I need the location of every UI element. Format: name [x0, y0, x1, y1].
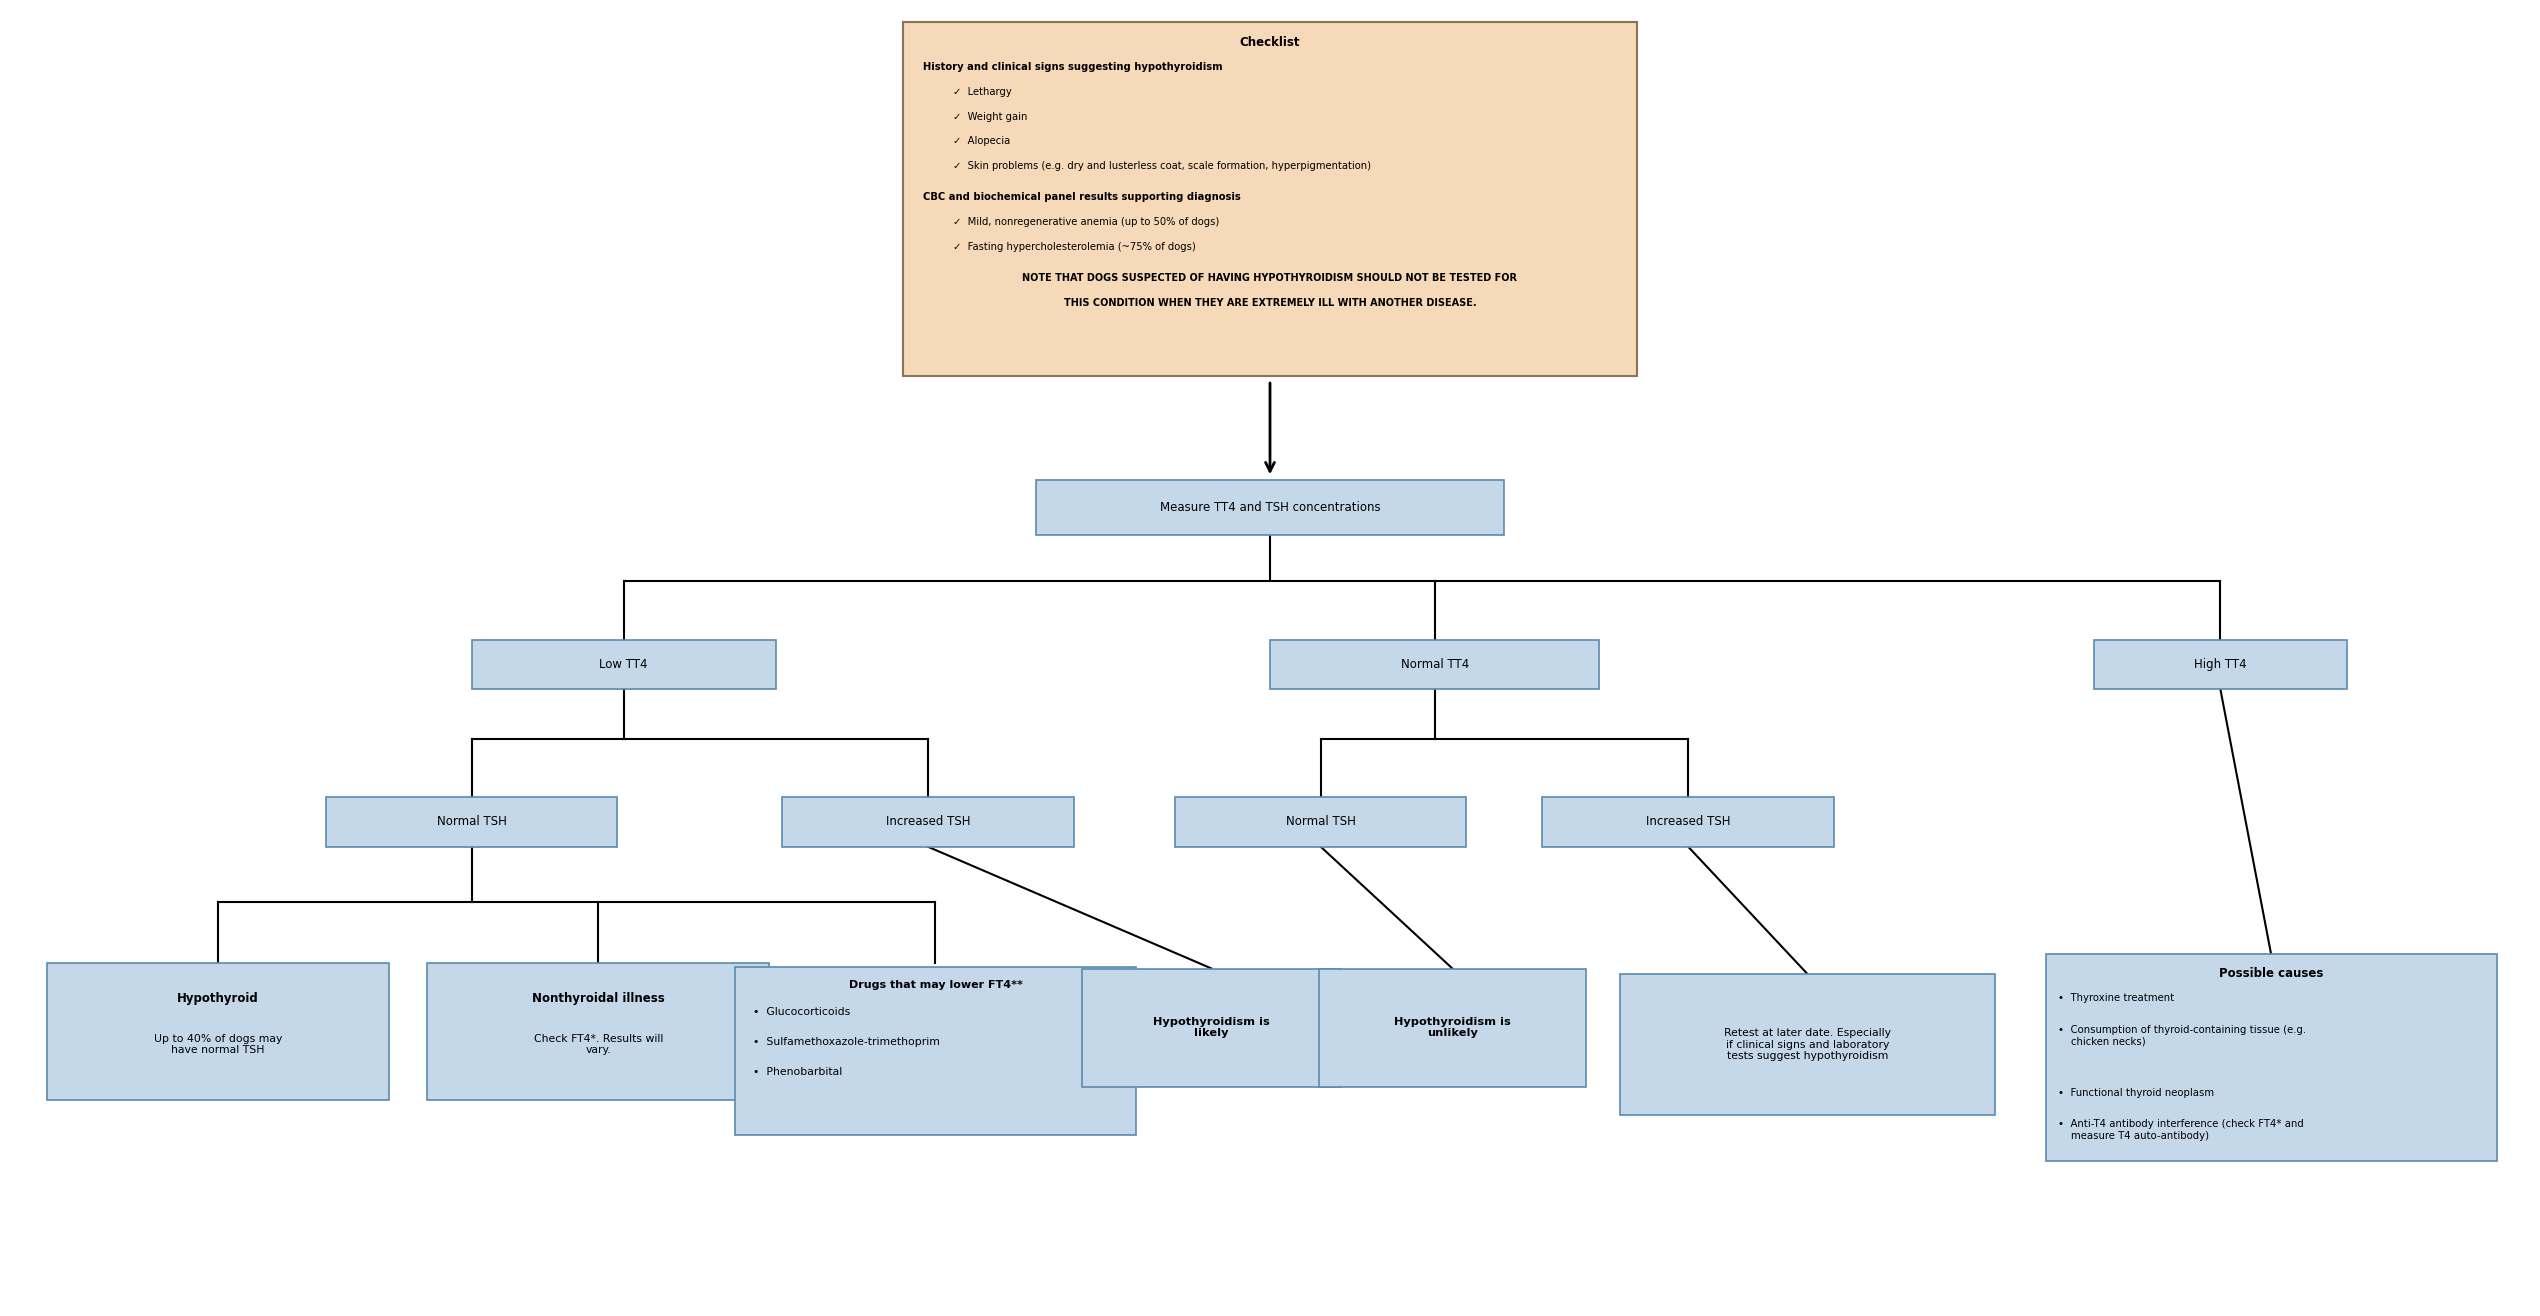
Text: Nonthyroidal illness: Nonthyroidal illness: [531, 992, 665, 1005]
Text: ✓  Fasting hypercholesterolemia (~75% of dogs): ✓ Fasting hypercholesterolemia (~75% of …: [952, 242, 1196, 253]
Text: •  Sulfamethoxazole-trimethoprim: • Sulfamethoxazole-trimethoprim: [752, 1037, 940, 1046]
Text: Normal TSH: Normal TSH: [1285, 816, 1356, 828]
Text: ✓  Lethargy: ✓ Lethargy: [952, 87, 1011, 96]
Text: Checklist: Checklist: [1240, 36, 1300, 49]
FancyBboxPatch shape: [1270, 640, 1600, 690]
FancyBboxPatch shape: [2045, 954, 2497, 1161]
Text: Hypothyroidism is
likely: Hypothyroidism is likely: [1153, 1017, 1270, 1038]
Text: •  Glucocorticoids: • Glucocorticoids: [752, 1007, 851, 1016]
Text: Drugs that may lower FT4**: Drugs that may lower FT4**: [848, 980, 1024, 991]
Text: Retest at later date. Especially
if clinical signs and laboratory
tests suggest : Retest at later date. Especially if clin…: [1725, 1028, 1890, 1061]
FancyBboxPatch shape: [1036, 480, 1504, 534]
Text: CBC and biochemical panel results supporting diagnosis: CBC and biochemical panel results suppor…: [922, 192, 1240, 203]
FancyBboxPatch shape: [734, 967, 1135, 1134]
FancyBboxPatch shape: [782, 797, 1074, 846]
Text: History and clinical signs suggesting hypothyroidism: History and clinical signs suggesting hy…: [922, 62, 1222, 72]
FancyBboxPatch shape: [472, 640, 775, 690]
Text: Up to 40% of dogs may
have normal TSH: Up to 40% of dogs may have normal TSH: [155, 1034, 282, 1055]
FancyBboxPatch shape: [1176, 797, 1466, 846]
Text: •  Consumption of thyroid-containing tissue (e.g.
    chicken necks): • Consumption of thyroid-containing tiss…: [2057, 1025, 2306, 1046]
FancyBboxPatch shape: [1542, 797, 1834, 846]
Text: ✓  Alopecia: ✓ Alopecia: [952, 137, 1011, 146]
FancyBboxPatch shape: [2093, 640, 2347, 690]
Text: Hypothyroidism is
unlikely: Hypothyroidism is unlikely: [1394, 1017, 1511, 1038]
Text: Hypothyroid: Hypothyroid: [178, 992, 259, 1005]
Text: •  Phenobarbital: • Phenobarbital: [752, 1067, 843, 1076]
Text: Increased TSH: Increased TSH: [1646, 816, 1730, 828]
Text: ✓  Mild, nonregenerative anemia (up to 50% of dogs): ✓ Mild, nonregenerative anemia (up to 50…: [952, 217, 1219, 228]
Text: •  Thyroxine treatment: • Thyroxine treatment: [2057, 994, 2174, 1004]
Text: NOTE THAT DOGS SUSPECTED OF HAVING HYPOTHYROIDISM SHOULD NOT BE TESTED FOR: NOTE THAT DOGS SUSPECTED OF HAVING HYPOT…: [1024, 274, 1516, 283]
Text: Normal TT4: Normal TT4: [1400, 658, 1468, 671]
FancyBboxPatch shape: [1318, 969, 1585, 1087]
Text: Normal TSH: Normal TSH: [437, 816, 505, 828]
Text: High TT4: High TT4: [2195, 658, 2248, 671]
Text: •  Functional thyroid neoplasm: • Functional thyroid neoplasm: [2057, 1088, 2215, 1098]
FancyBboxPatch shape: [48, 963, 389, 1100]
Text: THIS CONDITION WHEN THEY ARE EXTREMELY ILL WITH ANOTHER DISEASE.: THIS CONDITION WHEN THEY ARE EXTREMELY I…: [1064, 299, 1476, 308]
Text: ✓  Skin problems (e.g. dry and lusterless coat, scale formation, hyperpigmentati: ✓ Skin problems (e.g. dry and lusterless…: [952, 162, 1372, 171]
Text: Low TT4: Low TT4: [599, 658, 648, 671]
FancyBboxPatch shape: [902, 22, 1638, 376]
FancyBboxPatch shape: [325, 797, 617, 846]
Text: Increased TSH: Increased TSH: [886, 816, 970, 828]
Text: ✓  Weight gain: ✓ Weight gain: [952, 112, 1029, 121]
Text: Measure TT4 and TSH concentrations: Measure TT4 and TSH concentrations: [1161, 501, 1379, 513]
FancyBboxPatch shape: [1082, 969, 1341, 1087]
FancyBboxPatch shape: [1621, 974, 1994, 1116]
Text: Check FT4*. Results will
vary.: Check FT4*. Results will vary.: [533, 1034, 663, 1055]
Text: Possible causes: Possible causes: [2220, 967, 2324, 980]
FancyBboxPatch shape: [427, 963, 770, 1100]
Text: •  Anti-T4 antibody interference (check FT4* and
    measure T4 auto-antibody): • Anti-T4 antibody interference (check F…: [2057, 1120, 2304, 1141]
